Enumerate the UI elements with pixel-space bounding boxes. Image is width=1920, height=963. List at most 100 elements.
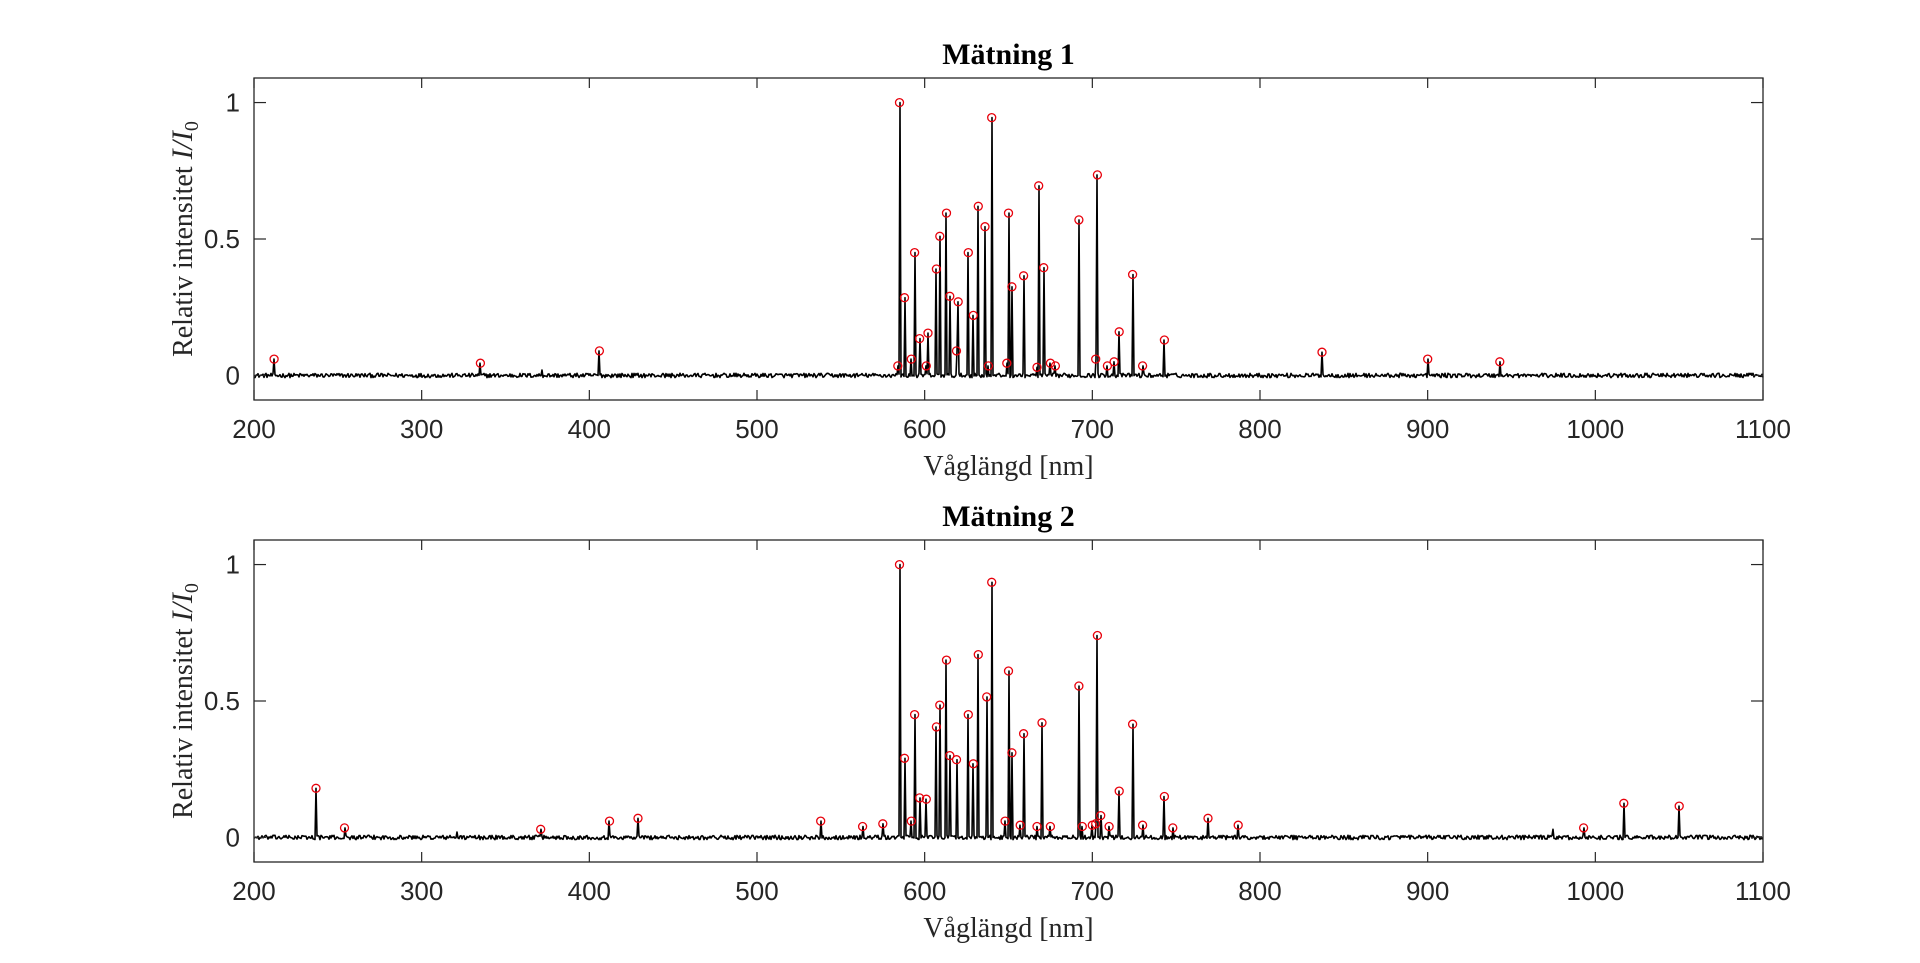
- peak-marker: [633, 813, 643, 823]
- peak-markers: [269, 97, 1505, 372]
- y-tick-label: 1: [226, 550, 240, 580]
- peak-marker: [899, 753, 910, 763]
- peak-marker: [894, 559, 905, 570]
- peak-marker: [1096, 810, 1106, 821]
- peak-marker: [1003, 666, 1014, 676]
- peak-marker: [906, 354, 916, 364]
- peak-marker: [878, 819, 888, 829]
- peak-marker: [1018, 729, 1029, 739]
- peak-marker: [1037, 718, 1047, 728]
- peak-marker: [1114, 786, 1124, 796]
- peak-marker: [894, 97, 905, 108]
- peak-marker: [1114, 327, 1124, 337]
- peak-marker: [963, 247, 973, 258]
- x-tick-label: 400: [568, 876, 611, 906]
- x-tick-label: 700: [1071, 414, 1114, 444]
- y-axis-label-var: I/I: [166, 129, 199, 160]
- peak-marker: [1127, 269, 1138, 280]
- x-tick-label: 1000: [1566, 414, 1624, 444]
- x-tick-label: 1100: [1735, 876, 1791, 906]
- x-ticks: 200 300 400 500 600 700 800 900 1000 1100: [232, 78, 1791, 444]
- peak-marker: [935, 231, 945, 241]
- y-axis-label-var: I/I: [166, 591, 199, 622]
- chart-1: Mätning 1 200 300 400 500 600 700 800 900 1000 110…: [166, 38, 1791, 482]
- peak-marker: [1074, 215, 1084, 225]
- y-axis-label-sub: 0: [181, 121, 203, 131]
- peak-marker: [1317, 347, 1327, 357]
- peak-marker: [1032, 821, 1042, 832]
- peak-marker: [951, 346, 962, 356]
- peak-marker: [1015, 820, 1025, 830]
- peak-marker: [935, 700, 945, 710]
- peak-marker: [921, 794, 931, 804]
- chart-2: Mätning 2 200 300 400 500 600 700 800 900 1000 110…: [166, 500, 1791, 944]
- y-ticks: 00.51: [204, 88, 1763, 390]
- peak-marker: [1032, 362, 1042, 372]
- peak-marker: [953, 297, 963, 307]
- peak-marker: [857, 821, 868, 832]
- peak-marker: [1578, 823, 1589, 833]
- x-tick-label: 600: [903, 414, 946, 444]
- peak-marker: [1091, 354, 1101, 364]
- y-axis-label: Relativ intensitet I/I0: [166, 583, 203, 819]
- peak-marker: [968, 310, 978, 321]
- y-axis-label-text: Relativ intensitet: [168, 628, 199, 819]
- peak-markers: [311, 559, 1684, 834]
- peak-marker: [914, 793, 925, 803]
- peak-marker: [1674, 801, 1684, 811]
- x-tick-label: 600: [903, 876, 946, 906]
- x-ticks: 200 300 400 500 600 700 800 900 1000 1100: [232, 540, 1791, 906]
- peak-marker: [1137, 820, 1148, 830]
- chart-title: Mätning 1: [942, 38, 1075, 71]
- peak-marker: [1045, 821, 1056, 832]
- y-axis-label-sub: 0: [181, 583, 203, 593]
- x-tick-label: 1000: [1566, 876, 1624, 906]
- peak-marker: [909, 247, 920, 258]
- peak-marker: [1137, 361, 1148, 371]
- peak-marker: [963, 709, 973, 720]
- peak-marker: [1109, 357, 1119, 367]
- peak-marker: [1002, 358, 1012, 368]
- peak-marker: [941, 208, 952, 218]
- peak-marker: [968, 759, 978, 769]
- x-tick-label: 400: [568, 414, 611, 444]
- x-tick-label: 700: [1071, 876, 1114, 906]
- peak-marker: [1092, 170, 1103, 180]
- y-axis-label: Relativ intensitet I/I0: [166, 121, 203, 357]
- peak-marker: [1495, 357, 1505, 367]
- peak-marker: [1091, 819, 1101, 829]
- chart-title: Mätning 2: [942, 500, 1075, 533]
- x-tick-label: 300: [400, 414, 443, 444]
- peak-marker: [1168, 823, 1178, 833]
- peak-marker: [1003, 208, 1014, 218]
- y-tick-label: 0.5: [204, 686, 240, 716]
- peak-marker: [973, 201, 983, 211]
- peak-marker: [982, 692, 992, 702]
- peak-marker: [1127, 719, 1138, 729]
- y-axis-label-space: [168, 159, 199, 166]
- peak-marker: [973, 649, 983, 660]
- peak-marker: [921, 361, 931, 371]
- x-tick-label: 800: [1238, 414, 1281, 444]
- peak-marker: [1159, 791, 1170, 802]
- peak-marker: [1050, 361, 1061, 371]
- y-ticks: 00.51: [204, 550, 1763, 852]
- peak-marker: [1104, 821, 1114, 832]
- peak-marker: [1077, 821, 1087, 832]
- y-tick-label: 0: [226, 360, 240, 390]
- peak-marker: [945, 291, 955, 301]
- x-tick-label: 200: [232, 876, 275, 906]
- x-tick-label: 300: [400, 876, 443, 906]
- peak-marker: [945, 750, 955, 761]
- x-tick-label: 900: [1406, 876, 1449, 906]
- y-axis-label-space: [168, 621, 199, 628]
- peak-marker: [906, 816, 916, 826]
- peak-marker: [536, 824, 546, 834]
- y-tick-label: 1: [226, 88, 240, 118]
- peak-marker: [1233, 820, 1243, 830]
- peak-marker: [594, 346, 605, 356]
- x-tick-label: 500: [735, 414, 778, 444]
- peak-marker: [816, 816, 826, 826]
- peak-marker: [1018, 271, 1029, 281]
